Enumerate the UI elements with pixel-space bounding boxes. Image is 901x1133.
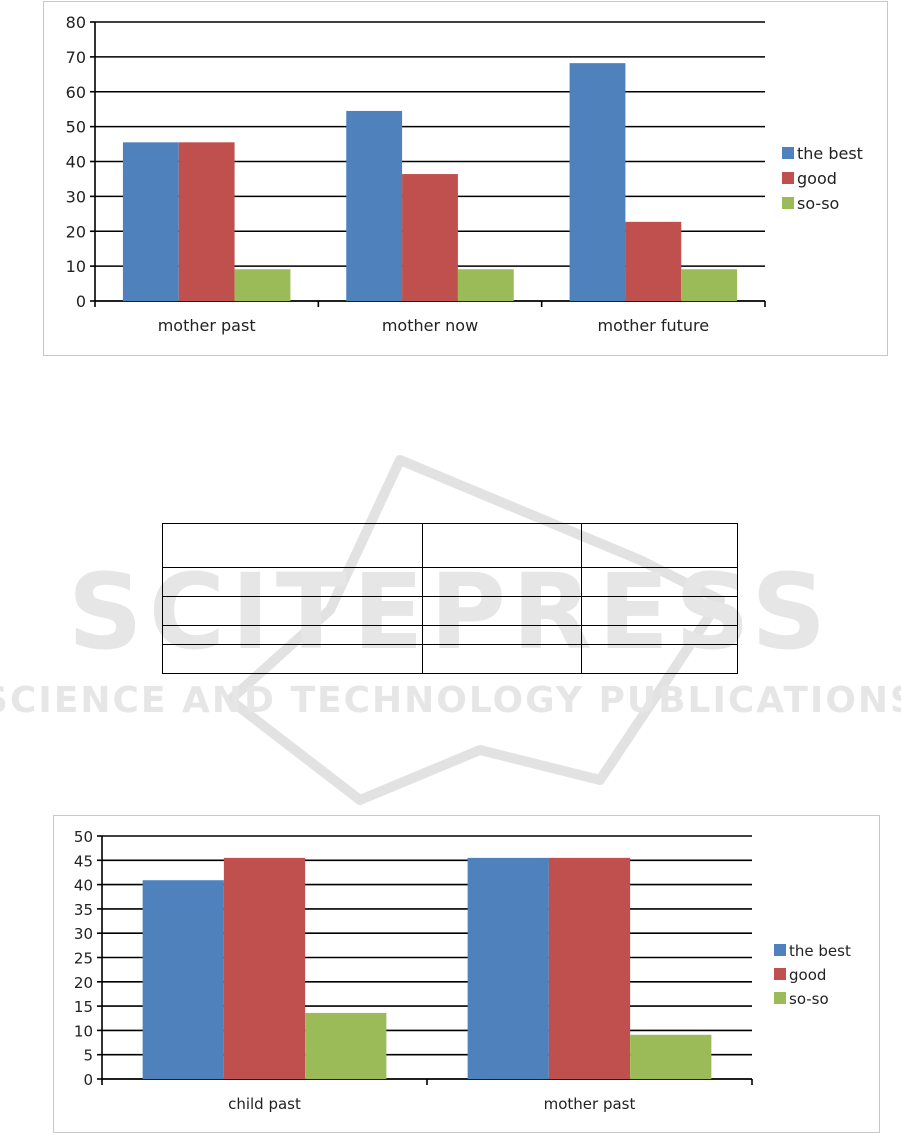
bar-the-best-mother-past: [467, 857, 549, 1079]
y-tick-label: 30: [66, 187, 86, 206]
chart-child-vs-mother-past: 0 5 10 15 20 25 30 35 40 45 50 child past mother pas…: [53, 815, 880, 1133]
x-tick-label: mother past: [158, 316, 256, 335]
legend-swatch: [774, 992, 786, 1004]
table-cell: [422, 625, 582, 645]
y-tick-label: 0: [76, 292, 86, 311]
table-cell: [581, 625, 738, 645]
bar-good-child-past: [223, 857, 306, 1079]
x-tick-label: mother past: [544, 1095, 636, 1113]
y-tick-label: 80: [66, 13, 86, 32]
legend-swatch: [774, 968, 786, 980]
table-cell: [162, 523, 423, 568]
bar-the-best-child-past: [142, 880, 224, 1079]
y-tick-label: 40: [66, 153, 86, 172]
y-tick-label: 30: [74, 925, 93, 943]
y-tick-label: 35: [74, 901, 93, 919]
legend-swatch: [782, 172, 794, 184]
y-tick-label: 60: [66, 83, 86, 102]
y-tick-label: 0: [83, 1071, 93, 1089]
table-cell: [422, 596, 582, 626]
table-row: [162, 523, 738, 568]
table-row: [162, 644, 738, 674]
legend-label: good: [797, 169, 837, 188]
bar-good-mother-past: [178, 142, 235, 301]
y-tick-label: 40: [74, 877, 93, 895]
table-cell: [162, 567, 423, 597]
bar-so-so-child-past: [305, 1012, 387, 1079]
legend-swatch: [782, 197, 794, 209]
table-cell: [162, 596, 423, 626]
bar-the-best-mother-future: [569, 63, 626, 302]
bar-the-best-mother-past: [122, 142, 179, 301]
bar-so-so-mother-now: [457, 269, 514, 301]
y-tick-label: 50: [74, 828, 93, 846]
legend-label: so-so: [797, 194, 839, 213]
y-tick-label: 15: [74, 998, 93, 1016]
table-cell: [581, 523, 738, 568]
y-tick-label: 50: [66, 118, 86, 137]
bar-so-so-mother-future: [681, 269, 738, 301]
table-row: [162, 567, 738, 597]
y-tick-label: 45: [74, 852, 93, 870]
bar-good-mother-future: [625, 221, 682, 301]
x-tick-label: mother now: [382, 316, 478, 335]
bar-so-so-mother-past: [630, 1034, 712, 1079]
chart-mother-past-now-future: 0 10 20 30 40 50 60 70 80 mother past mother now mo…: [43, 1, 888, 356]
y-tick-label: 25: [74, 950, 93, 968]
y-tick-label: 10: [66, 257, 86, 276]
chart-1-svg: 0 10 20 30 40 50 60 70 80 mother past mother now mo…: [66, 13, 863, 335]
table-cell: [422, 644, 582, 674]
y-tick-label: 5: [83, 1047, 93, 1065]
y-tick-label: 20: [66, 222, 86, 241]
x-tick-label: mother future: [598, 316, 710, 335]
table-cell: [581, 567, 738, 597]
legend-swatch: [782, 147, 794, 159]
x-tick-label: child past: [228, 1095, 301, 1113]
legend-label: the best: [789, 942, 851, 960]
bar-good-mother-past: [548, 857, 631, 1079]
y-tick-label: 10: [74, 1022, 93, 1040]
legend-label: good: [789, 966, 826, 984]
table-cell: [162, 644, 423, 674]
table-cell: [422, 567, 582, 597]
bar-good-mother-now: [402, 174, 458, 301]
table-cell: [162, 625, 423, 645]
watermark-subtitle: SCIENCE AND TECHNOLOGY PUBLICATIONS: [0, 680, 901, 721]
table-cell: [581, 644, 738, 674]
table-row: [162, 596, 738, 626]
y-tick-label: 70: [66, 48, 86, 67]
table-row: [162, 625, 738, 645]
legend-swatch: [774, 944, 786, 956]
data-table: [162, 523, 738, 674]
bar-so-so-mother-past: [234, 269, 291, 301]
y-tick-label: 20: [74, 974, 93, 992]
bar-the-best-mother-now: [346, 110, 403, 302]
table-cell: [581, 596, 738, 626]
legend-label: the best: [797, 144, 863, 163]
legend-label: so-so: [789, 990, 829, 1008]
table-cell: [422, 523, 582, 568]
chart-2-svg: 0 5 10 15 20 25 30 35 40 45 50 child past mother pas…: [74, 828, 851, 1113]
